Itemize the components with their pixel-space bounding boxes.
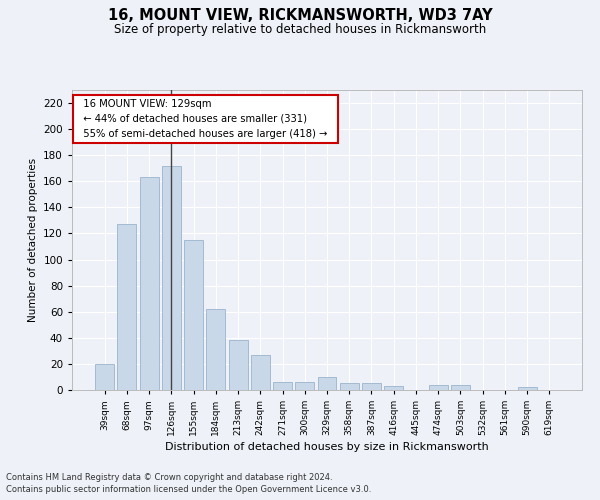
Bar <box>295 382 314 390</box>
Bar <box>206 309 225 390</box>
Bar <box>451 385 470 390</box>
Text: 16, MOUNT VIEW, RICKMANSWORTH, WD3 7AY: 16, MOUNT VIEW, RICKMANSWORTH, WD3 7AY <box>107 8 493 22</box>
Bar <box>140 178 158 390</box>
Text: Size of property relative to detached houses in Rickmansworth: Size of property relative to detached ho… <box>114 22 486 36</box>
Bar <box>518 388 536 390</box>
Bar <box>273 382 292 390</box>
Text: 16 MOUNT VIEW: 129sqm  
  ← 44% of detached houses are smaller (331)  
  55% of : 16 MOUNT VIEW: 129sqm ← 44% of detached … <box>77 99 334 138</box>
Y-axis label: Number of detached properties: Number of detached properties <box>28 158 38 322</box>
Bar <box>429 385 448 390</box>
Bar <box>362 384 381 390</box>
Text: Contains HM Land Registry data © Crown copyright and database right 2024.: Contains HM Land Registry data © Crown c… <box>6 472 332 482</box>
Bar <box>184 240 203 390</box>
Bar <box>317 377 337 390</box>
Bar <box>384 386 403 390</box>
Bar <box>229 340 248 390</box>
Bar <box>118 224 136 390</box>
Text: Distribution of detached houses by size in Rickmansworth: Distribution of detached houses by size … <box>165 442 489 452</box>
Bar <box>162 166 181 390</box>
Bar <box>95 364 114 390</box>
Bar <box>340 384 359 390</box>
Bar <box>251 355 270 390</box>
Text: Contains public sector information licensed under the Open Government Licence v3: Contains public sector information licen… <box>6 485 371 494</box>
